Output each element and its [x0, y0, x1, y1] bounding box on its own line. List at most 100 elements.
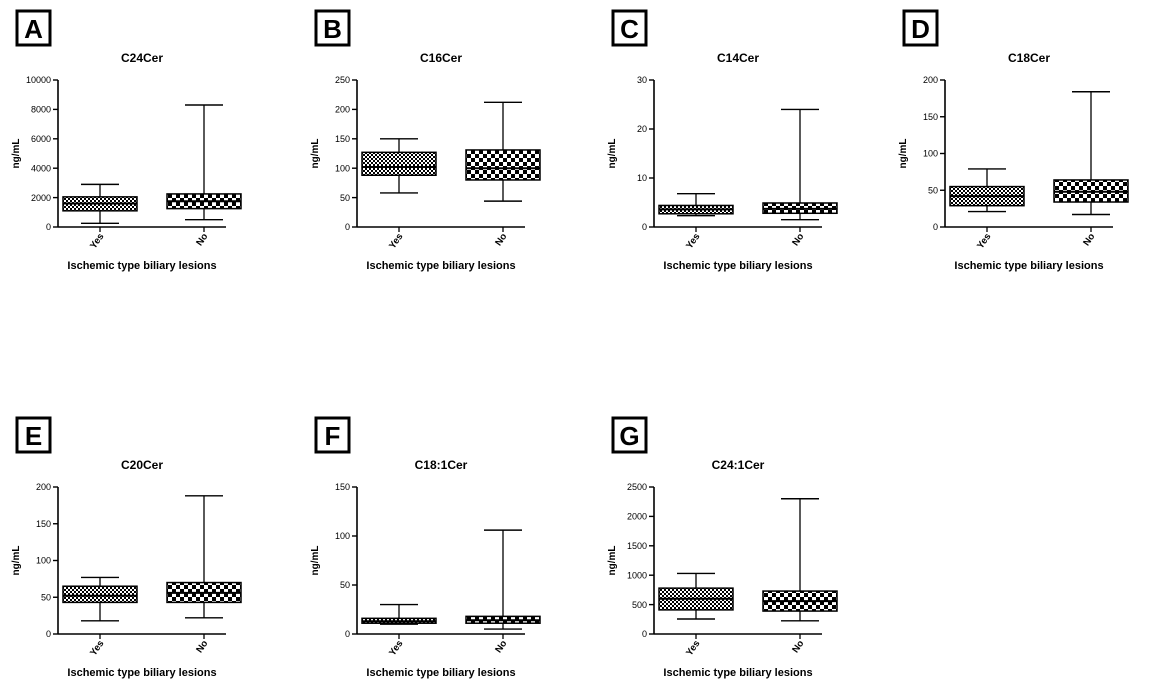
y-axis-label: ng/mL: [11, 546, 22, 576]
x-axis-label: Ischemic type biliary lesions: [366, 667, 515, 679]
x-axis-label: Ischemic type biliary lesions: [954, 260, 1103, 272]
y-tick-label: 0: [46, 629, 51, 639]
y-tick-label: 150: [36, 519, 51, 529]
x-axis-label: Ischemic type biliary lesions: [67, 260, 216, 272]
y-tick-label: 150: [335, 482, 350, 492]
y-tick-label: 100: [923, 149, 938, 159]
chart-title: C24Cer: [121, 51, 163, 65]
y-axis-label: ng/mL: [607, 546, 618, 576]
x-axis-label: Ischemic type biliary lesions: [366, 260, 515, 272]
y-tick-label: 2500: [627, 482, 647, 492]
y-tick-label: 0: [345, 222, 350, 232]
box-yes: [62, 183, 138, 225]
y-tick-label: 1000: [627, 570, 647, 580]
x-tick-label: No: [790, 231, 806, 248]
x-tick-label: Yes: [684, 231, 702, 251]
y-axis-label: ng/mL: [11, 139, 22, 169]
box-iqr: [361, 151, 437, 177]
panel-label-frame: [314, 416, 351, 454]
panel-label-frame: [611, 416, 648, 454]
x-axis-label: Ischemic type biliary lesions: [663, 667, 812, 679]
panel-label-frame: [611, 9, 648, 47]
y-tick-label: 50: [340, 193, 350, 203]
y-tick-label: 150: [923, 112, 938, 122]
panel-label: G: [619, 421, 639, 451]
chart-title: C16Cer: [420, 51, 462, 65]
y-tick-label: 10000: [26, 75, 51, 85]
y-tick-label: 6000: [31, 134, 51, 144]
y-tick-label: 500: [632, 600, 647, 610]
y-tick-label: 200: [923, 75, 938, 85]
y-tick-label: 4000: [31, 163, 51, 173]
y-tick-label: 2000: [31, 193, 51, 203]
box-yes: [949, 168, 1025, 213]
chart-svg: F C18:1Cer 0 50 100 150 ng/mL Yes No Ischemic typ…: [310, 416, 541, 679]
panel-label: B: [323, 14, 342, 44]
panel-label-frame: [15, 416, 52, 454]
y-tick-label: 50: [340, 580, 350, 590]
panel-label-frame: [314, 9, 351, 47]
box-yes: [658, 572, 734, 620]
panel-c: C C14Cer 0 10 20 30 ng/mL Yes No Ischemic type bi…: [607, 9, 902, 290]
y-axis-label: ng/mL: [310, 139, 321, 169]
y-axis-label: ng/mL: [310, 546, 321, 576]
box-yes: [62, 576, 138, 622]
y-tick-label: 100: [36, 556, 51, 566]
y-tick-label: 20: [637, 124, 647, 134]
box-yes: [361, 138, 437, 194]
x-axis-label: Ischemic type biliary lesions: [663, 260, 812, 272]
chart-title: C20Cer: [121, 458, 163, 472]
box-yes: [658, 192, 734, 217]
panel-e: E C20Cer 0 50 100 150 200 ng/mL Yes No Ischemic ty…: [11, 416, 306, 697]
chart-title: C24:1Cer: [712, 458, 765, 472]
panel-g: G C24:1Cer 0 500 1000 1500 2000 2500 ng/mL Yes No I…: [607, 416, 902, 697]
y-tick-label: 50: [928, 185, 938, 195]
y-tick-label: 0: [642, 629, 647, 639]
y-tick-label: 200: [36, 482, 51, 492]
chart-svg: G C24:1Cer 0 500 1000 1500 2000 2500 ng/mL Yes No I…: [607, 416, 838, 679]
chart-title: C18:1Cer: [415, 458, 468, 472]
y-tick-label: 10: [637, 173, 647, 183]
chart-svg: E C20Cer 0 50 100 150 200 ng/mL Yes No Ischemic ty…: [11, 416, 242, 679]
y-tick-label: 50: [41, 592, 51, 602]
y-tick-label: 0: [642, 222, 647, 232]
box-no: [166, 495, 242, 619]
chart-svg: D C18Cer 0 50 100 150 200 ng/mL Yes No Ischemic ty…: [898, 9, 1129, 272]
chart-title: C14Cer: [717, 51, 759, 65]
y-tick-label: 2000: [627, 512, 647, 522]
x-tick-label: No: [1081, 231, 1097, 248]
y-tick-label: 200: [335, 105, 350, 115]
panel-label: C: [620, 14, 639, 44]
panel-label: F: [325, 421, 341, 451]
y-tick-label: 30: [637, 75, 647, 85]
y-tick-label: 150: [335, 134, 350, 144]
box-no: [762, 108, 838, 221]
panel-label: D: [911, 14, 930, 44]
y-tick-label: 100: [335, 531, 350, 541]
y-tick-label: 0: [933, 222, 938, 232]
panel-label: E: [25, 421, 42, 451]
panel-label-frame: [15, 9, 52, 47]
box-no: [166, 104, 242, 221]
panel-f: F C18:1Cer 0 50 100 150 ng/mL Yes No Ischemic typ…: [310, 416, 605, 697]
panel-a: A C24Cer 0 2000 4000 6000 8000 10000 ng/mL Yes No I…: [11, 9, 306, 290]
y-tick-label: 100: [335, 163, 350, 173]
box-yes: [361, 603, 437, 625]
box-no: [465, 529, 541, 630]
x-tick-label: Yes: [88, 231, 106, 251]
x-axis-label: Ischemic type biliary lesions: [67, 667, 216, 679]
x-tick-label: Yes: [387, 231, 405, 251]
x-tick-label: Yes: [975, 231, 993, 251]
box-no: [465, 101, 541, 202]
x-tick-label: Yes: [684, 638, 702, 658]
y-tick-label: 1500: [627, 541, 647, 551]
box-no: [1053, 91, 1129, 216]
chart-svg: A C24Cer 0 2000 4000 6000 8000 10000 ng/mL Yes No I…: [11, 9, 242, 272]
y-tick-label: 250: [335, 75, 350, 85]
y-tick-label: 8000: [31, 105, 51, 115]
y-tick-label: 0: [345, 629, 350, 639]
y-tick-label: 0: [46, 222, 51, 232]
panel-d: D C18Cer 0 50 100 150 200 ng/mL Yes No Ischemic ty…: [898, 9, 1166, 290]
box-iqr: [62, 585, 138, 604]
